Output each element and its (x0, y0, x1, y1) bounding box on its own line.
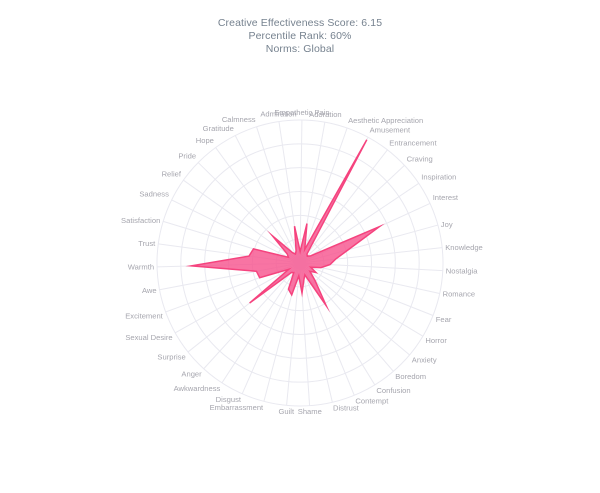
radar-spoke (256, 126, 301, 264)
axis-label-knowledge: Knowledge (445, 243, 483, 252)
axis-label-sexual-desire: Sexual Desire (125, 333, 172, 342)
radar-spoke (299, 164, 405, 264)
axis-label-shame: Shame (298, 407, 322, 416)
radar-spoke (171, 199, 301, 264)
chart-title-score: Creative Effectiveness Score: 6.15 (217, 17, 383, 29)
radar-grid-spokes (157, 120, 443, 406)
axis-label-interest: Interest (433, 193, 459, 202)
radar-spoke (183, 179, 301, 264)
radar-spoke (221, 262, 301, 384)
radar-spoke (299, 262, 440, 294)
axis-label-inspiration: Inspiration (421, 173, 456, 182)
axis-label-amusement: Amusement (370, 126, 411, 135)
axis-label-relief: Relief (162, 170, 182, 179)
axis-label-excitement: Excitement (125, 311, 163, 320)
axis-label-empathetic-pain: Empathetic Pain (274, 108, 329, 117)
axis-label-horror: Horror (425, 336, 447, 345)
axis-label-awkwardness: Awkwardness (174, 384, 221, 393)
radar-grid-ring (156, 119, 444, 407)
radar-spoke (299, 262, 333, 403)
axis-label-trust: Trust (138, 239, 156, 248)
emotion-data-polygon (185, 139, 385, 313)
axis-label-admiration: Admiration (260, 110, 296, 119)
radar-spoke (215, 147, 301, 264)
axis-label-craving: Craving (407, 154, 433, 163)
axis-label-distrust: Distrust (333, 404, 360, 413)
axis-label-adoration: Adoration (309, 110, 342, 119)
radar-spoke (174, 262, 301, 334)
axis-label-awe: Awe (142, 286, 157, 295)
radar-spoke (299, 182, 420, 264)
axis-label-anger: Anger (181, 370, 202, 379)
radar-spoke (299, 262, 410, 356)
axis-label-boredom: Boredom (395, 372, 426, 381)
axis-label-calmness: Calmness (222, 115, 256, 124)
axis-label-hope: Hope (196, 136, 214, 145)
chart-title-norms: Norms: Global (265, 43, 335, 55)
axis-label-pride: Pride (178, 152, 196, 161)
axis-label-surprise: Surprise (157, 352, 185, 361)
chart-title-percentile: Percentile Rank: 60% (248, 30, 352, 42)
radar-spoke (299, 149, 388, 264)
axis-label-fear: Fear (436, 315, 452, 324)
axis-label-sadness: Sadness (139, 190, 169, 199)
axis-label-gratitude: Gratitude (203, 124, 234, 133)
axis-label-disgust: Disgust (216, 395, 242, 404)
axis-label-nostalgia: Nostalgia (446, 266, 478, 275)
radar-spoke (203, 262, 301, 370)
chart-title-block: Creative Effectiveness Score: 6.15 Perce… (0, 17, 600, 56)
radar-spoke (286, 262, 301, 406)
radar-spoke (299, 262, 355, 396)
axis-label-anxiety: Anxiety (412, 355, 437, 364)
axis-label-contempt: Contempt (355, 397, 389, 406)
axis-label-warmth: Warmth (128, 263, 154, 272)
axis-label-entrancement: Entrancement (389, 139, 437, 148)
radar-spoke (299, 262, 434, 316)
radar-grid-ring (180, 143, 420, 383)
axis-label-romance: Romance (443, 290, 476, 299)
axis-label-satisfaction: Satisfaction (121, 216, 160, 225)
axis-label-embarrassment: Embarrassment (210, 403, 264, 412)
axis-label-guilt: Guilt (278, 407, 295, 416)
radar-spoke (299, 262, 424, 337)
radar-axis-labels: Adoration Aesthetic AppreciationAmusement… (121, 108, 483, 416)
radar-spoke (299, 127, 348, 264)
axis-label-aesthetic-appreciation: Aesthetic Appreciation (348, 116, 423, 125)
axis-label-confusion: Confusion (376, 386, 410, 395)
axis-label-joy: Joy (441, 220, 453, 229)
radar-spoke (234, 135, 301, 264)
radar-spoke (299, 120, 303, 264)
